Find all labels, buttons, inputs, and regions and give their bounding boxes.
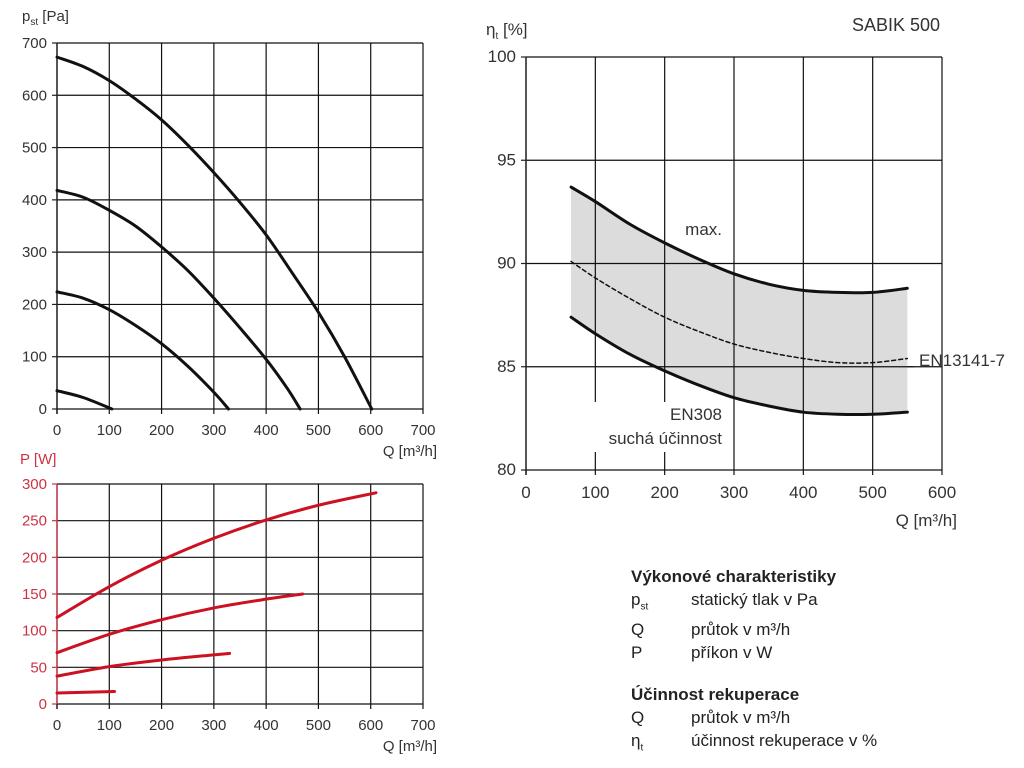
- x-axis-label: Q [m³/h]: [383, 443, 437, 460]
- y-tick-label: 0: [39, 401, 47, 418]
- y-tick-label: 400: [22, 192, 47, 209]
- y-tick-label: 150: [22, 586, 47, 603]
- annotation-bg: [588, 402, 728, 452]
- legend-performance: Výkonové charakteristiky pst statický tl…: [631, 565, 836, 664]
- legend-description: průtok v m³/h: [691, 708, 791, 727]
- x-tick-label: 300: [720, 483, 748, 502]
- series-line-speed-3: [55, 592, 305, 655]
- y-axis-label: P [W]: [20, 451, 56, 468]
- annotation-en13141: EN13141-7: [919, 351, 1005, 370]
- x-tick-label: 100: [97, 422, 122, 439]
- x-axis-label: Q [m³/h]: [383, 738, 437, 755]
- annotation-en308: EN308: [670, 405, 722, 424]
- x-tick-label: 400: [254, 422, 279, 439]
- x-tick-label: 100: [581, 483, 609, 502]
- legend-symbol: Q: [631, 620, 645, 640]
- legend-description: příkon v W: [691, 643, 773, 663]
- legend-description: průtok v m³/h: [691, 620, 791, 640]
- series-line-speed-1: [55, 389, 114, 411]
- series-line-speed-4: [55, 491, 378, 619]
- legend-description: statický tlak v Pa: [691, 590, 818, 609]
- y-tick-label: 50: [30, 659, 47, 676]
- legend-symbol: Q: [631, 708, 645, 727]
- y-tick-label: 300: [22, 244, 47, 261]
- y-tick-label: 80: [497, 460, 516, 479]
- y-tick-label: 200: [22, 296, 47, 313]
- legend-row: Q průtok v m³/h: [631, 618, 836, 641]
- legend-efficiency-title: Účinnost rekuperace: [631, 685, 800, 704]
- efficiency-band: [571, 187, 908, 415]
- x-tick-label: 0: [521, 483, 530, 502]
- x-tick-label: 200: [149, 717, 174, 734]
- x-axis-label: Q [m³/h]: [896, 511, 957, 530]
- x-tick-label: 600: [358, 717, 383, 734]
- y-tick-label: 700: [22, 35, 47, 52]
- series-line-en308-such-innost: [569, 315, 909, 417]
- legend-description: účinnost rekuperace v %: [691, 731, 878, 750]
- y-tick-label: 500: [22, 140, 47, 157]
- legend-efficiency: Účinnost rekuperace Q průtok v m³/h ηt ú…: [631, 683, 877, 759]
- x-tick-label: 0: [53, 717, 61, 734]
- y-tick-label: 95: [497, 150, 516, 169]
- legend-symbol: P: [631, 643, 643, 663]
- series-line-en13141-7: [570, 260, 909, 364]
- legend-row: Q průtok v m³/h: [631, 706, 877, 729]
- y-tick-label: 100: [488, 47, 516, 66]
- y-tick-label: 0: [39, 696, 47, 713]
- legend-symbol: p: [631, 590, 641, 609]
- y-tick-label: 90: [497, 254, 516, 273]
- series-line-speed-2: [55, 651, 232, 678]
- series-line-speed-2: [55, 290, 230, 411]
- series-line-speed-3: [55, 188, 302, 411]
- y-tick-label: 85: [497, 357, 516, 376]
- x-tick-label: 100: [97, 717, 122, 734]
- x-tick-label: 200: [650, 483, 678, 502]
- y-tick-label: 300: [22, 476, 47, 493]
- legend-performance-title: Výkonové charakteristiky: [631, 567, 837, 586]
- x-tick-label: 500: [306, 422, 331, 439]
- x-tick-label: 400: [789, 483, 817, 502]
- x-tick-label: 400: [254, 717, 279, 734]
- x-tick-label: 0: [53, 422, 61, 439]
- x-tick-label: 600: [358, 422, 383, 439]
- series-line-speed-4: [55, 55, 374, 411]
- legend-row: P příkon v W: [631, 641, 836, 664]
- x-tick-label: 500: [858, 483, 886, 502]
- legend-row: pst statický tlak v Pa: [631, 588, 836, 618]
- y-axis-label: pst [Pa]: [22, 8, 69, 28]
- x-tick-label: 700: [410, 717, 435, 734]
- x-tick-label: 700: [410, 422, 435, 439]
- x-tick-label: 300: [201, 717, 226, 734]
- y-tick-label: 100: [22, 623, 47, 640]
- chart-title: SABIK 500: [852, 15, 940, 35]
- x-tick-label: 300: [201, 422, 226, 439]
- y-axis-label: ηt [%]: [486, 20, 528, 42]
- legend-symbol: η: [631, 731, 641, 750]
- x-tick-label: 200: [149, 422, 174, 439]
- y-tick-label: 250: [22, 513, 47, 530]
- y-tick-label: 200: [22, 549, 47, 566]
- y-tick-label: 100: [22, 349, 47, 366]
- annotation-max: max.: [685, 220, 722, 239]
- x-tick-label: 500: [306, 717, 331, 734]
- series-line-speed-1: [55, 690, 117, 695]
- annotation-dry-efficiency: suchá účinnost: [609, 429, 723, 448]
- legend-row: ηt účinnost rekuperace v %: [631, 729, 877, 759]
- y-tick-label: 600: [22, 87, 47, 104]
- series-line-max-: [569, 185, 909, 295]
- x-tick-label: 600: [928, 483, 956, 502]
